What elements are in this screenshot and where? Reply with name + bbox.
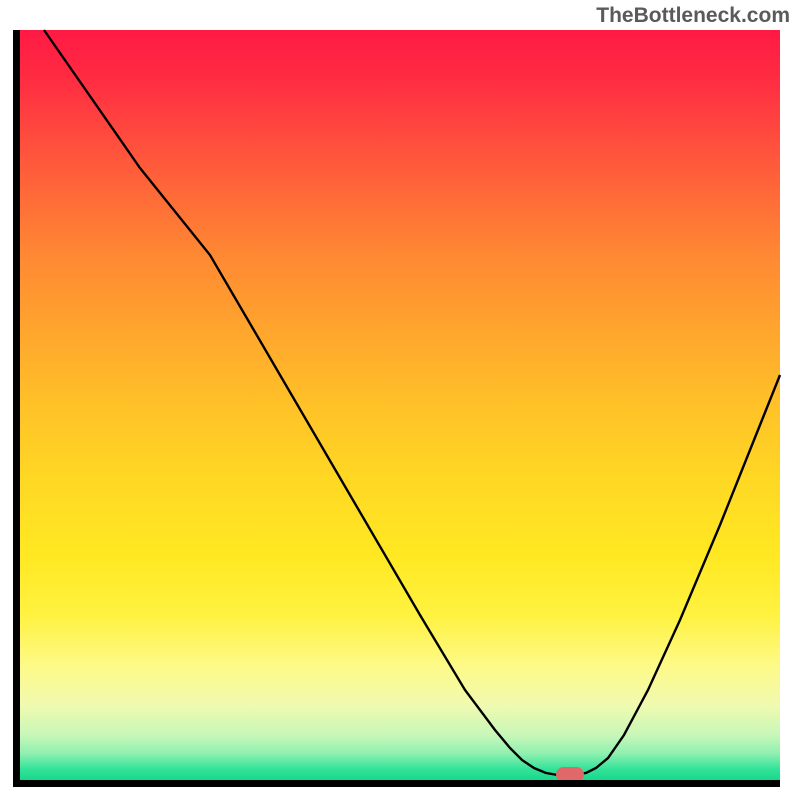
curve-path — [44, 30, 780, 775]
bottleneck-chart: TheBottleneck.com — [0, 0, 800, 800]
x-axis — [13, 780, 780, 787]
y-axis — [13, 30, 20, 787]
bottleneck-curve — [20, 30, 780, 780]
plot-area — [20, 30, 780, 780]
watermark-text: TheBottleneck.com — [596, 4, 790, 28]
